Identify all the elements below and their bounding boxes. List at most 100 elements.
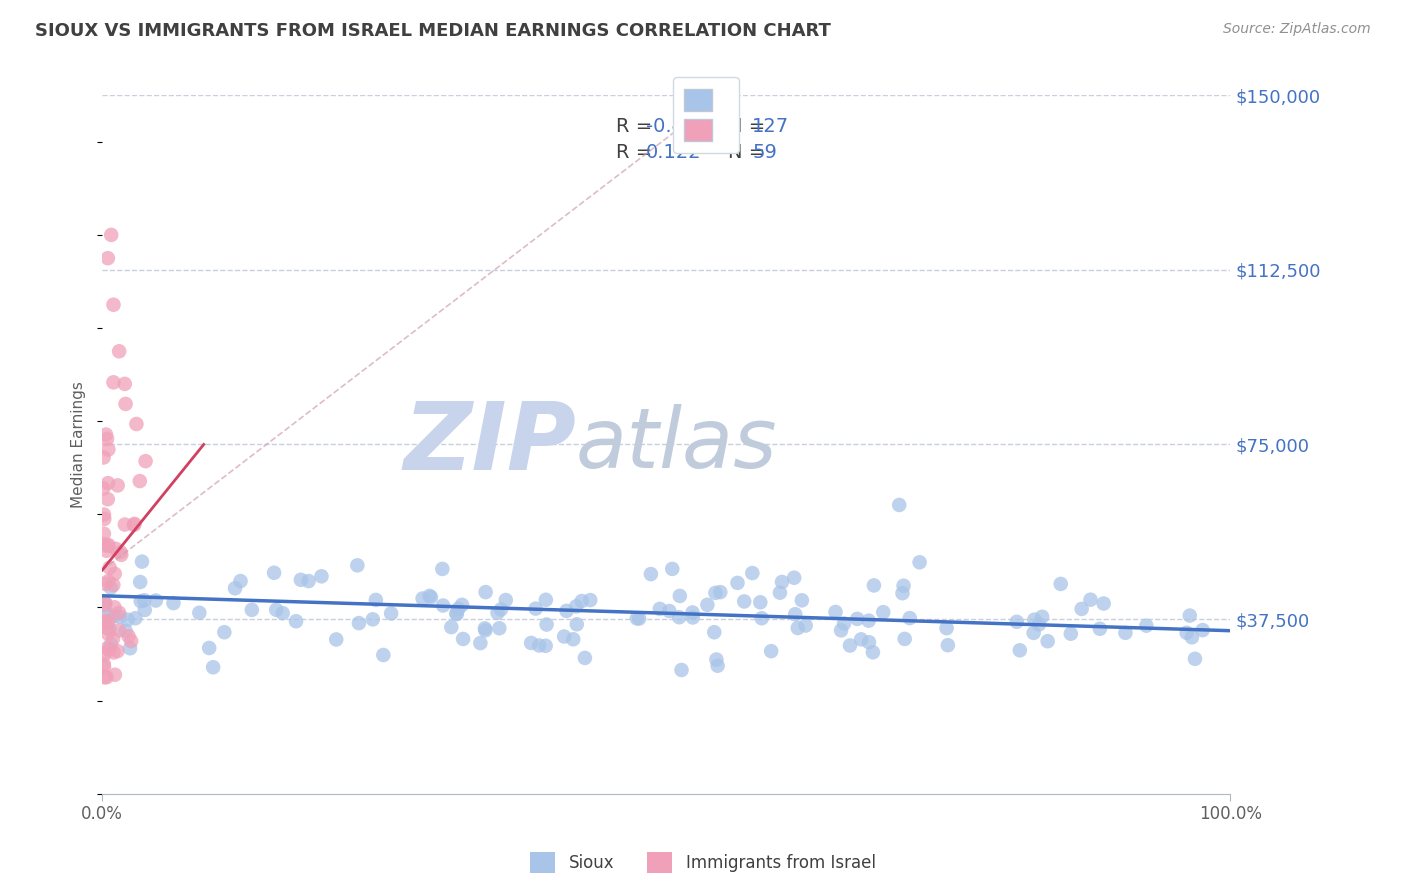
- Point: [124, 611, 146, 625]
- Point: [224, 581, 246, 595]
- Point: [100, 581, 122, 595]
- Text: N =: N =: [728, 143, 772, 162]
- Point: [117, 629, 139, 643]
- Point: [474, 621, 496, 635]
- Point: [936, 638, 959, 652]
- Point: [696, 598, 718, 612]
- Text: 127: 127: [752, 117, 789, 136]
- Point: [107, 478, 129, 492]
- Point: [104, 541, 127, 556]
- Point: [495, 593, 517, 607]
- Point: [1181, 630, 1204, 644]
- Point: [1191, 623, 1213, 637]
- Point: [553, 630, 575, 644]
- Point: [229, 574, 252, 588]
- Point: [1080, 592, 1102, 607]
- Point: [93, 648, 115, 662]
- Point: [440, 620, 463, 634]
- Point: [108, 624, 131, 638]
- Point: [858, 614, 880, 628]
- Point: [682, 606, 704, 620]
- Point: [104, 667, 127, 681]
- Point: [97, 614, 120, 628]
- Point: [733, 594, 755, 608]
- Point: [849, 632, 872, 647]
- Legend: , : ,: [672, 77, 738, 153]
- Point: [101, 632, 124, 646]
- Point: [451, 632, 474, 646]
- Text: ZIP: ZIP: [404, 399, 576, 491]
- Point: [536, 617, 558, 632]
- Point: [97, 492, 120, 507]
- Point: [626, 611, 648, 625]
- Point: [432, 599, 454, 613]
- Point: [94, 599, 117, 613]
- Point: [134, 593, 156, 607]
- Point: [628, 611, 651, 625]
- Point: [103, 298, 125, 312]
- Point: [103, 376, 125, 390]
- Point: [97, 607, 120, 622]
- Text: atlas: atlas: [576, 404, 778, 485]
- Point: [1175, 625, 1198, 640]
- Point: [346, 558, 368, 573]
- Text: 59: 59: [752, 143, 778, 162]
- Point: [1135, 618, 1157, 632]
- Point: [97, 574, 120, 589]
- Point: [555, 604, 578, 618]
- Point: [790, 593, 813, 607]
- Point: [96, 543, 118, 558]
- Point: [104, 566, 127, 581]
- Point: [898, 611, 921, 625]
- Point: [671, 663, 693, 677]
- Point: [832, 616, 855, 631]
- Point: [486, 606, 509, 620]
- Point: [489, 602, 512, 616]
- Point: [770, 574, 793, 589]
- Point: [783, 571, 806, 585]
- Point: [94, 614, 117, 628]
- Point: [297, 574, 319, 588]
- Point: [412, 591, 434, 606]
- Point: [114, 624, 136, 638]
- Point: [290, 573, 312, 587]
- Point: [97, 442, 120, 457]
- Point: [93, 526, 115, 541]
- Point: [114, 376, 136, 391]
- Point: [97, 641, 120, 656]
- Point: [1070, 602, 1092, 616]
- Point: [97, 538, 120, 552]
- Point: [124, 516, 146, 531]
- Point: [97, 476, 120, 491]
- Point: [93, 657, 115, 671]
- Point: [311, 569, 333, 583]
- Point: [446, 607, 468, 621]
- Point: [108, 606, 131, 620]
- Point: [419, 591, 441, 605]
- Point: [103, 609, 125, 624]
- Point: [534, 639, 557, 653]
- Point: [661, 562, 683, 576]
- Point: [749, 595, 772, 609]
- Point: [107, 644, 129, 658]
- Point: [706, 652, 728, 666]
- Point: [97, 251, 120, 265]
- Point: [380, 607, 402, 621]
- Point: [96, 432, 118, 446]
- Point: [373, 648, 395, 662]
- Point: [709, 585, 731, 599]
- Point: [97, 643, 120, 657]
- Point: [94, 615, 117, 630]
- Point: [93, 537, 115, 551]
- Point: [1022, 626, 1045, 640]
- Point: [134, 603, 156, 617]
- Point: [432, 562, 454, 576]
- Text: R =: R =: [616, 117, 658, 136]
- Point: [131, 555, 153, 569]
- Point: [704, 586, 727, 600]
- Point: [98, 560, 121, 574]
- Y-axis label: Median Earnings: Median Earnings: [72, 381, 86, 508]
- Point: [94, 427, 117, 442]
- Point: [110, 548, 132, 562]
- Point: [125, 417, 148, 431]
